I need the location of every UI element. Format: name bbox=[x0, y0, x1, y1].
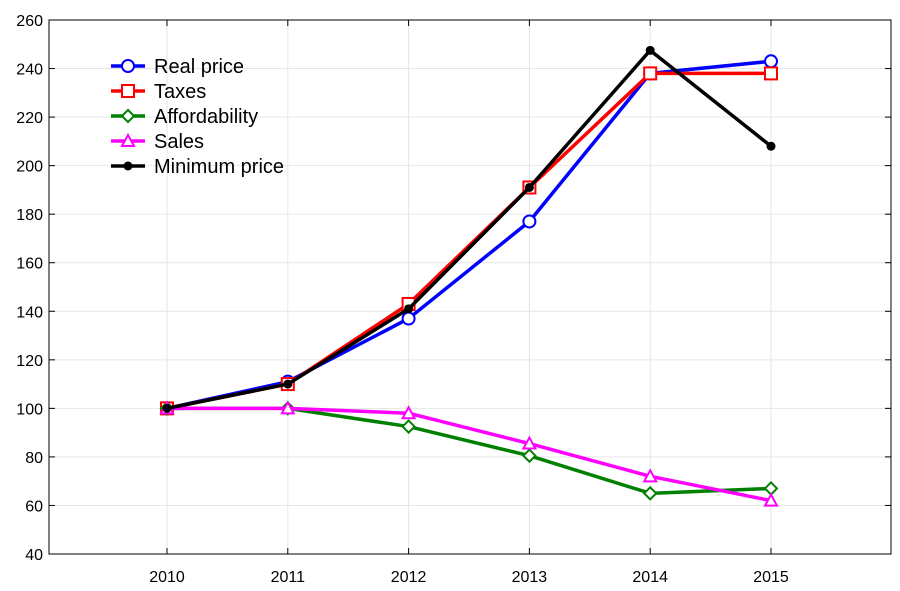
series-sales bbox=[159, 400, 779, 507]
data-point bbox=[401, 311, 416, 326]
data-point bbox=[280, 400, 296, 415]
legend-label: Real price bbox=[154, 56, 244, 78]
y-tick-label: 200 bbox=[16, 159, 43, 176]
data-point bbox=[763, 492, 779, 507]
data-point bbox=[524, 182, 534, 192]
series-line bbox=[166, 48, 773, 411]
data-point bbox=[764, 66, 778, 81]
y-tick-label: 180 bbox=[16, 207, 43, 224]
x-tick-label: 2011 bbox=[271, 569, 306, 586]
legend-label: Taxes bbox=[154, 81, 206, 103]
legend-marker bbox=[123, 161, 133, 171]
plot-area bbox=[48, 19, 892, 555]
y-tick-label: 80 bbox=[25, 450, 43, 467]
y-tick-label: 100 bbox=[16, 401, 43, 418]
legend-item: Taxes bbox=[111, 81, 206, 103]
y-axis: 40 60 80 100 120 140 160 180 200 220 240 260 bbox=[16, 13, 891, 564]
y-tick-label: 140 bbox=[16, 304, 43, 321]
legend-label: Sales bbox=[154, 131, 204, 153]
series-minimum-price bbox=[162, 45, 776, 413]
data-point bbox=[283, 379, 293, 389]
data-point bbox=[400, 405, 417, 420]
data-point bbox=[766, 141, 776, 151]
series-line bbox=[167, 406, 772, 496]
data-point bbox=[642, 485, 658, 501]
legend-item: Minimum price bbox=[111, 156, 284, 178]
x-tick-label: 2010 bbox=[149, 569, 185, 586]
y-tick-label: 240 bbox=[16, 62, 43, 79]
series-group bbox=[159, 45, 779, 507]
x-tick-label: 2013 bbox=[512, 569, 548, 586]
x-tick-label: 2014 bbox=[632, 569, 668, 586]
legend-item: Sales bbox=[111, 131, 204, 153]
x-tick-label: 2015 bbox=[753, 569, 789, 586]
legend-marker bbox=[120, 132, 136, 147]
y-tick-label: 120 bbox=[16, 353, 43, 370]
data-point bbox=[643, 66, 658, 81]
data-point bbox=[521, 448, 537, 464]
legend-label: Affordability bbox=[154, 106, 258, 128]
x-axis: 2010 2011 2012 2013 2014 2015 bbox=[149, 20, 789, 586]
series-line bbox=[167, 406, 772, 503]
data-point bbox=[764, 54, 778, 69]
y-tick-label: 40 bbox=[25, 547, 43, 564]
data-point bbox=[522, 214, 537, 229]
legend-marker bbox=[121, 59, 135, 73]
legend: Real price Taxes Affordability Sales Minimum… bbox=[111, 56, 284, 178]
y-tick-label: 220 bbox=[16, 110, 43, 127]
data-point bbox=[162, 403, 172, 413]
data-point bbox=[521, 435, 538, 450]
y-tick-label: 260 bbox=[16, 13, 43, 30]
series-line bbox=[166, 59, 772, 411]
legend-item: Affordability bbox=[111, 106, 258, 128]
y-tick-label: 160 bbox=[16, 256, 43, 273]
data-point bbox=[404, 304, 414, 314]
data-point bbox=[401, 419, 417, 434]
legend-marker bbox=[121, 84, 135, 98]
y-tick-label: 60 bbox=[25, 498, 43, 515]
legend-label: Minimum price bbox=[154, 156, 284, 178]
data-point bbox=[642, 468, 658, 483]
legend-item: Real price bbox=[111, 56, 244, 78]
legend-marker bbox=[120, 108, 136, 124]
x-tick-label: 2012 bbox=[391, 569, 427, 586]
data-point bbox=[645, 45, 655, 55]
